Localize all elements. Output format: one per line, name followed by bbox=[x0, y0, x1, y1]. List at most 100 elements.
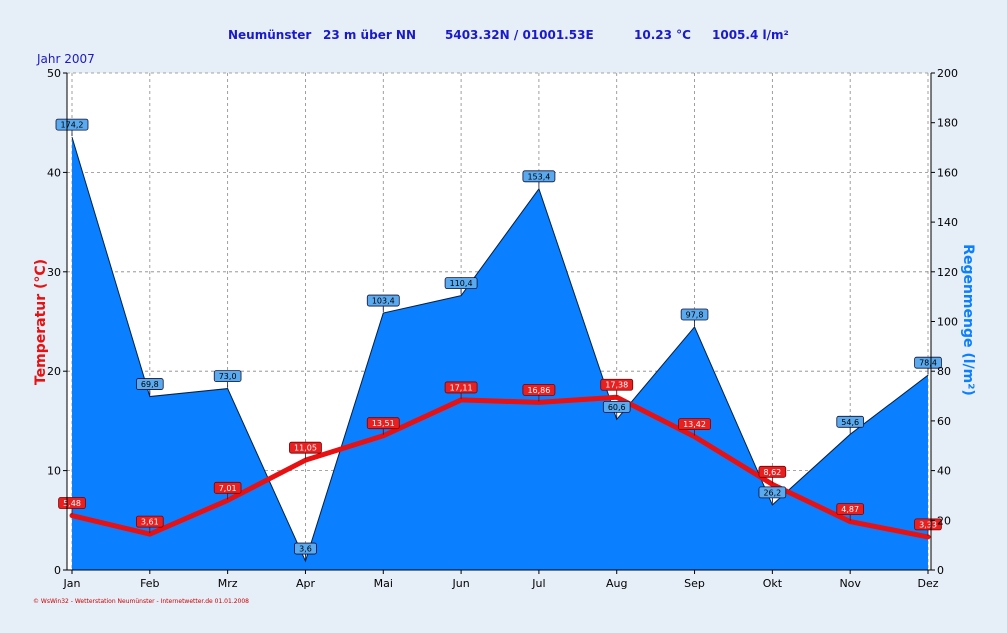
y-left-tick-label: 50 bbox=[47, 67, 61, 80]
y-right-tick-label: 100 bbox=[937, 316, 958, 329]
temp-value-label: 17,11 bbox=[444, 381, 478, 399]
temp-value-label: 11,05 bbox=[289, 441, 322, 460]
label-box bbox=[366, 294, 400, 307]
y-right-tick-label: 160 bbox=[937, 166, 958, 179]
label-box bbox=[836, 503, 864, 515]
label-text: 110,4 bbox=[450, 279, 473, 288]
label-box bbox=[213, 370, 242, 382]
temp-value-label: 7,01 bbox=[213, 481, 242, 500]
label-text: 4,87 bbox=[841, 505, 859, 514]
label-box bbox=[914, 518, 942, 531]
y-axis-left-label: Temperatur (°C) bbox=[33, 259, 49, 385]
y-left-tick-label: 30 bbox=[47, 266, 61, 279]
label-text: 16,86 bbox=[527, 386, 550, 395]
label-text: 174,2 bbox=[61, 121, 84, 130]
label-text: 17,11 bbox=[450, 383, 473, 392]
rain-value-label: 97,8 bbox=[680, 308, 709, 326]
label-box bbox=[294, 542, 317, 555]
label-box bbox=[366, 417, 400, 430]
y-right-tick-label: 140 bbox=[937, 216, 958, 229]
header-station: Neumünster bbox=[228, 28, 311, 42]
label-text: 153,4 bbox=[527, 172, 550, 181]
header-altitude: 23 m über NN bbox=[323, 28, 416, 42]
rain-value-label: 26,2 bbox=[758, 486, 787, 504]
label-text: 3,61 bbox=[141, 518, 159, 527]
label-text: 13,42 bbox=[683, 420, 706, 429]
label-text: 5,48 bbox=[63, 499, 81, 508]
temp-value-label: 16,86 bbox=[522, 384, 556, 402]
y-left-tick-label: 20 bbox=[47, 365, 61, 378]
rain-value-label: 54,6 bbox=[836, 415, 864, 434]
label-box bbox=[680, 308, 709, 321]
y-right-tick-label: 120 bbox=[937, 266, 958, 279]
label-text: 69,8 bbox=[141, 380, 159, 389]
temp-value-label: 4,87 bbox=[836, 503, 864, 521]
temp-value-label: 3,61 bbox=[136, 515, 164, 534]
label-box bbox=[444, 381, 478, 394]
x-tick-label: Dez bbox=[917, 577, 938, 590]
y-left-tick-label: 40 bbox=[47, 166, 61, 179]
temp-value-label: 13,51 bbox=[366, 417, 400, 435]
rain-area bbox=[72, 137, 928, 570]
x-tick-label: Feb bbox=[140, 577, 159, 590]
x-tick-label: Jun bbox=[451, 577, 469, 590]
label-text: 11,05 bbox=[294, 444, 317, 453]
y-left-tick-label: 10 bbox=[47, 465, 61, 478]
label-text: 17,38 bbox=[605, 381, 628, 390]
temp-value-label: 8,62 bbox=[758, 465, 787, 484]
label-box bbox=[289, 441, 322, 454]
x-tick-label: Aug bbox=[606, 577, 627, 590]
label-box bbox=[55, 118, 89, 131]
label-box bbox=[758, 486, 787, 499]
label-box bbox=[522, 384, 556, 396]
x-tick-label: Sep bbox=[684, 577, 705, 590]
label-text: 3,33 bbox=[919, 520, 937, 529]
rain-value-label: 60,6 bbox=[602, 401, 631, 419]
label-box bbox=[136, 378, 164, 390]
label-text: 3,6 bbox=[299, 545, 312, 554]
rain-value-label: 73,0 bbox=[213, 370, 242, 388]
axes: 0 10 20 30 40 50 0 20 40 60 80 100 120 140 160 180 200 Ja… bbox=[47, 67, 958, 590]
x-tick-label: Okt bbox=[763, 577, 783, 590]
header-temp: 10.23 °C bbox=[634, 28, 691, 42]
label-box bbox=[678, 418, 711, 431]
x-tick-label: Mrz bbox=[218, 577, 238, 590]
y-right-tick-label: 60 bbox=[937, 415, 951, 428]
label-text: 13,51 bbox=[372, 419, 395, 428]
label-box bbox=[444, 277, 478, 290]
label-box bbox=[213, 481, 242, 494]
rain-value-label: 174,2 bbox=[55, 118, 89, 137]
rain-value-label: 3,6 bbox=[294, 542, 317, 561]
label-text: 78,4 bbox=[919, 359, 937, 368]
label-box bbox=[602, 401, 631, 413]
rain-value-label: 78,4 bbox=[914, 356, 942, 375]
temp-value-label: 17,38 bbox=[600, 378, 634, 397]
y-right-tick-label: 180 bbox=[937, 117, 958, 130]
y-left-tick-label: 0 bbox=[54, 564, 61, 577]
label-text: 7,01 bbox=[219, 484, 237, 493]
label-box bbox=[522, 170, 556, 183]
header-rain: 1005.4 l/m² bbox=[712, 28, 789, 42]
rain-value-label: 110,4 bbox=[444, 277, 478, 295]
label-box bbox=[136, 515, 164, 528]
x-tick-label: Jul bbox=[531, 577, 545, 590]
y-right-tick-label: 80 bbox=[937, 365, 951, 378]
y-right-tick-label: 20 bbox=[937, 514, 951, 527]
label-text: 26,2 bbox=[763, 488, 781, 497]
temp-value-label: 3,33 bbox=[914, 518, 942, 536]
rain-value-label: 103,4 bbox=[366, 294, 400, 313]
label-text: 103,4 bbox=[372, 297, 395, 306]
temp-value-label: 5,48 bbox=[58, 497, 86, 515]
y-right-tick-label: 40 bbox=[937, 465, 951, 478]
label-text: 73,0 bbox=[219, 372, 237, 381]
data-labels: 174,2 69,8 73,0 3,6 103,4 110,4 153,4 60,6 97,8 2… bbox=[55, 118, 942, 561]
label-box bbox=[758, 465, 787, 478]
y-right-tick-label: 200 bbox=[937, 67, 958, 80]
rain-value-label: 153,4 bbox=[522, 170, 556, 188]
x-tick-label: Apr bbox=[296, 577, 316, 590]
label-text: 60,6 bbox=[608, 403, 626, 412]
x-tick-label: Nov bbox=[839, 577, 861, 590]
label-text: 97,8 bbox=[686, 310, 704, 319]
